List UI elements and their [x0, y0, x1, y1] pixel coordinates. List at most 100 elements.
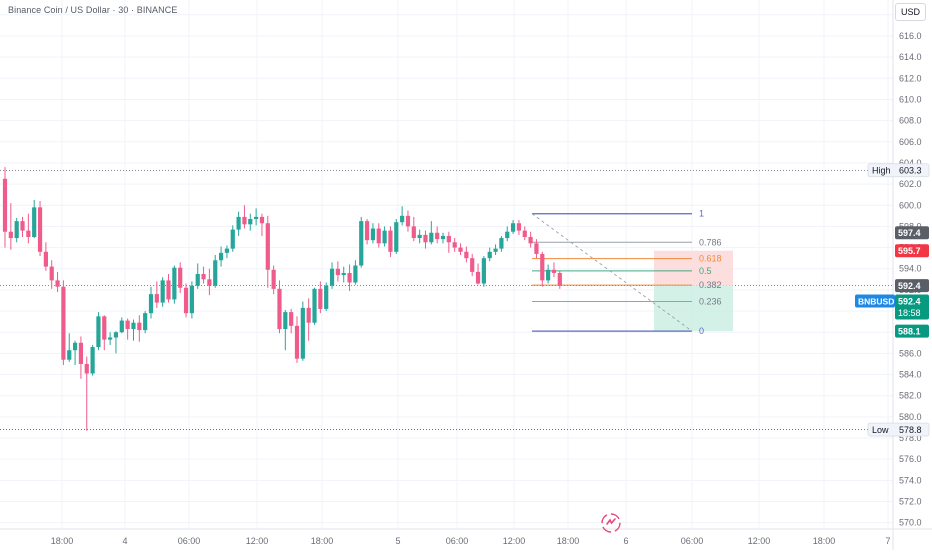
- candle: [540, 251, 545, 287]
- candle-body: [481, 258, 486, 284]
- candle-body: [458, 247, 463, 252]
- candle-body: [49, 266, 54, 281]
- candle: [213, 254, 218, 288]
- candle: [49, 260, 54, 289]
- candle-body: [207, 279, 212, 286]
- fibonacci-retracement[interactable]: 1 0.786 0.618 0.5 0.382 0.236 0: [531, 209, 722, 336]
- candle-body: [143, 313, 148, 331]
- candle: [347, 264, 352, 291]
- take-profit-zone[interactable]: [654, 285, 733, 332]
- price-tick-label: 608.0: [899, 116, 922, 126]
- candle: [557, 270, 562, 289]
- candle-body: [394, 222, 399, 252]
- candle-body: [84, 363, 89, 374]
- time-tick-label: 18:00: [311, 536, 334, 546]
- candle: [464, 246, 469, 263]
- candle-body: [166, 280, 171, 300]
- candle: [458, 243, 463, 255]
- candle: [67, 333, 72, 362]
- candle-body: [423, 234, 428, 243]
- candle-body: [359, 221, 364, 266]
- candle: [534, 239, 539, 259]
- candle-body: [213, 260, 218, 286]
- candle: [43, 242, 48, 271]
- price-tick-label: 584.0: [899, 370, 922, 380]
- candle-body: [534, 243, 539, 254]
- candle-body: [43, 251, 48, 267]
- position-tool[interactable]: [654, 250, 733, 332]
- candle-body: [8, 231, 13, 239]
- candle-body: [172, 267, 177, 300]
- symbol-badge-bg: [855, 294, 895, 308]
- price-badge-bg: [895, 244, 929, 258]
- candle: [516, 220, 522, 235]
- candle-body: [289, 312, 294, 326]
- candle-body: [160, 280, 165, 303]
- price-tick-label: 582.0: [899, 391, 922, 401]
- fib-level-label: 1: [699, 209, 704, 219]
- candle-body: [242, 216, 247, 225]
- candle: [283, 309, 288, 351]
- currency-button[interactable]: USD: [895, 3, 926, 21]
- candle-body: [78, 342, 84, 364]
- candle-body: [388, 230, 393, 252]
- candle: [493, 244, 498, 255]
- candle-body: [376, 228, 381, 244]
- tradingview-logo-icon[interactable]: [600, 512, 622, 539]
- candle-body: [102, 316, 107, 340]
- candle: [84, 356, 89, 431]
- candle: [289, 308, 294, 334]
- candle-body: [236, 216, 241, 230]
- price-tick-label: 616.0: [899, 31, 922, 41]
- candles: [2, 167, 562, 431]
- candle: [353, 260, 358, 285]
- candle-body: [32, 207, 37, 237]
- candle-body: [470, 258, 475, 272]
- fib-level-label: 0.786: [699, 237, 722, 247]
- candle: [446, 231, 451, 253]
- candle-body: [283, 312, 288, 330]
- stop-loss-zone[interactable]: [654, 250, 733, 286]
- candle: [528, 231, 533, 248]
- candle: [218, 246, 224, 267]
- candle: [382, 226, 387, 247]
- price-tick-label: 602.0: [899, 179, 922, 189]
- price-tick-label: 614.0: [899, 52, 922, 62]
- price-tick-label: 594.0: [899, 264, 922, 274]
- symbol-title[interactable]: Binance Coin / US Dollar · 30 · BINANCE: [8, 5, 178, 15]
- candle: [300, 301, 305, 361]
- candle: [113, 331, 119, 354]
- price-tick-label: 570.0: [899, 518, 922, 528]
- candle-body: [493, 248, 498, 252]
- price-tick-label: 578.0: [899, 433, 922, 443]
- price-badge: 588.1: [898, 326, 921, 336]
- candle-body: [183, 287, 189, 314]
- candle-body: [254, 216, 259, 220]
- candle-body: [335, 268, 340, 276]
- price-badge-bg: [895, 324, 929, 338]
- candle: [178, 262, 183, 294]
- candle: [400, 206, 405, 226]
- candle-body: [259, 216, 265, 224]
- candle-body: [26, 230, 31, 237]
- price-tick-label: 572.0: [899, 496, 922, 506]
- candle: [318, 281, 323, 314]
- fib-level-label: 0.5: [699, 266, 712, 276]
- extreme-badge-value: 578.8: [899, 425, 922, 435]
- horizontal-lines: [0, 169, 893, 430]
- extreme-badge-bg: [867, 163, 930, 178]
- candle: [78, 336, 84, 379]
- candle-body: [67, 350, 72, 360]
- candle: [551, 262, 557, 278]
- candle: [306, 298, 311, 341]
- candle: [294, 316, 300, 363]
- price-badges: High 603.3 Low 578.8 597.4 595.7 592.4 BNBUSD 59…: [855, 163, 930, 437]
- candle: [394, 219, 399, 254]
- fib-level-label: 0: [699, 326, 704, 336]
- grid: [0, 0, 893, 529]
- time-axis[interactable]: 18:00 4 06:00 12:00 18:00 5 06:00 12:00 18:00 6 06…: [51, 536, 891, 546]
- candle: [417, 229, 422, 244]
